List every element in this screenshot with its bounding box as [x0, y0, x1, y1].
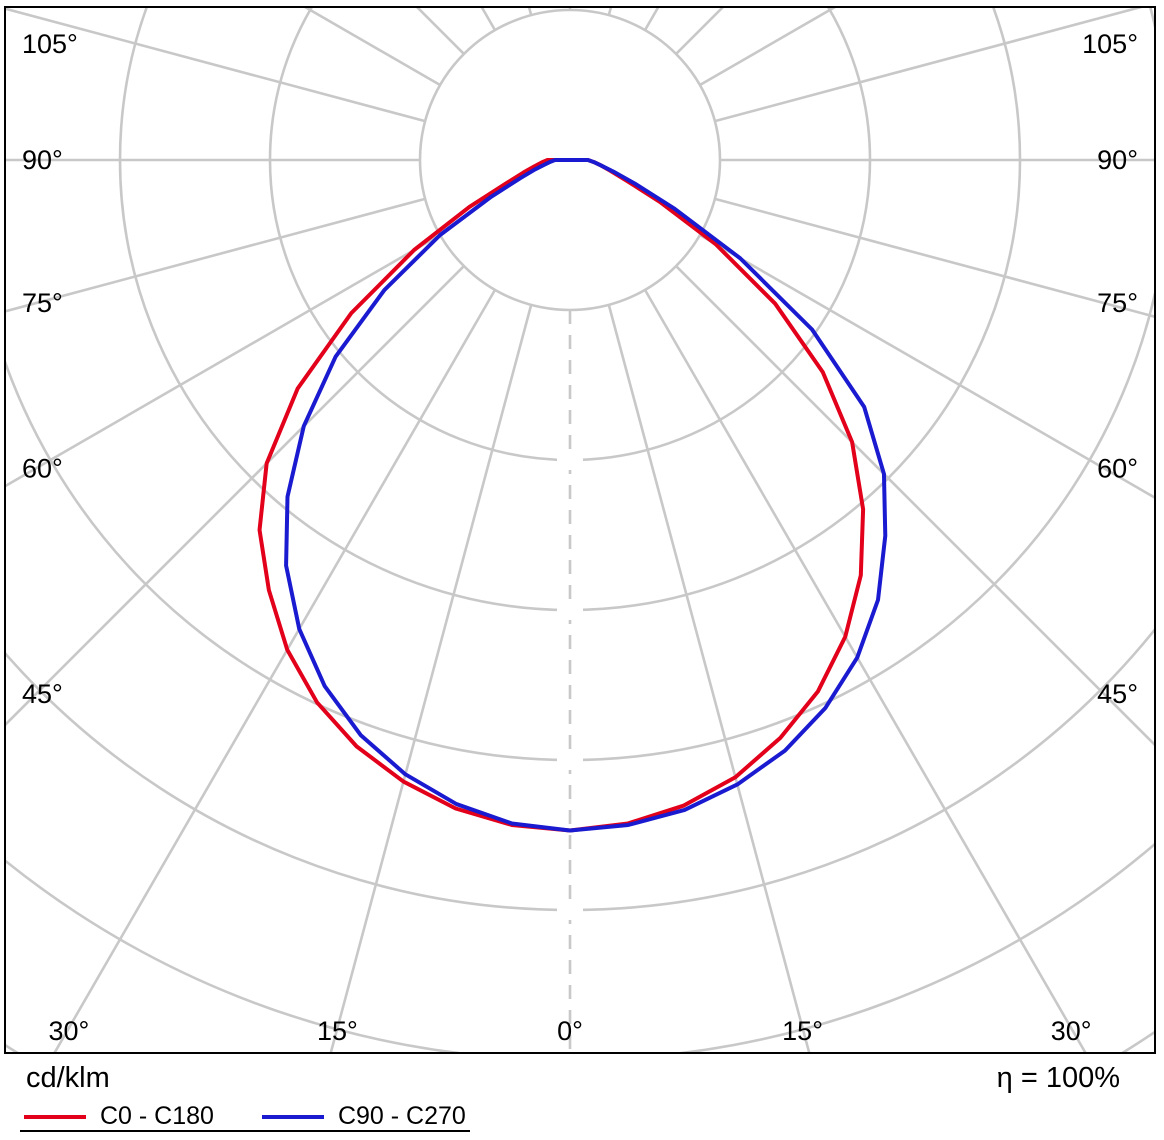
angle-tick-label: 30° — [48, 1016, 89, 1046]
chart-frame: 105° 90° 75° 60° 45° 105° 90° 75° 60° 45° 30° 15° 0°… — [4, 6, 1156, 1054]
angle-ray — [6, 197, 426, 313]
angle-ray — [527, 8, 533, 16]
angle-ray — [643, 8, 660, 31]
angle-ray — [607, 8, 613, 16]
angle-tick-label: 90° — [1097, 145, 1138, 175]
angle-ray — [699, 233, 1154, 499]
angle-ray — [675, 265, 1154, 746]
angle-tick-label: 15° — [782, 1016, 823, 1046]
c90-c270-line-swatch — [261, 1114, 324, 1119]
radial-tick-box — [557, 750, 583, 770]
legend-item-c0-c180: C0 - C180 — [24, 1102, 214, 1131]
angle-tick-label: 105° — [1082, 29, 1138, 59]
polar-grid — [6, 8, 1154, 1052]
efficiency-label: η = 100% — [996, 1062, 1120, 1094]
legend-rule — [20, 1130, 470, 1132]
angle-tick-label: 30° — [1051, 1016, 1092, 1046]
angle-ray — [607, 304, 811, 1052]
chart-footer: cd/klm η = 100% C0 - C180 C90 - C270 — [0, 1058, 1164, 1140]
legend-label-c90-c270: C90 - C270 — [337, 1102, 466, 1130]
angle-tick-label: 60° — [22, 453, 63, 483]
radial-tick-box — [557, 600, 583, 620]
legend: C0 - C180 C90 - C270 — [24, 1102, 466, 1131]
angle-ray — [329, 304, 533, 1052]
curve-C90-C270 — [284, 158, 888, 833]
angle-ray — [6, 8, 426, 123]
legend-label-c0-c180: C0 - C180 — [100, 1102, 214, 1130]
angle-tick-label: 75° — [1097, 288, 1138, 318]
angle-ray — [643, 289, 1087, 1052]
unit-label: cd/klm — [26, 1062, 110, 1094]
polar-chart-svg: 105° 90° 75° 60° 45° 105° 90° 75° 60° 45° 30° 15° 0°… — [6, 8, 1154, 1052]
angle-ray — [53, 289, 497, 1052]
angle-tick-label: 90° — [22, 145, 63, 175]
angle-ray — [714, 197, 1154, 318]
radial-gridline — [6, 8, 1154, 762]
radial-gridline — [6, 842, 1154, 1052]
angle-tick-label: 75° — [22, 288, 63, 318]
c0-c180-line-swatch — [24, 1114, 86, 1119]
angle-ray — [714, 8, 1143, 123]
angle-tick-label: 15° — [317, 1016, 358, 1046]
angle-labels: 105° 90° 75° 60° 45° 105° 90° 75° 60° 45° 30° 15° 0°… — [22, 29, 1138, 1046]
radial-tick-box — [557, 900, 583, 920]
radial-tick-box — [557, 450, 583, 470]
angle-tick-label: 45° — [1097, 679, 1138, 709]
radial-gridline — [6, 1030, 1154, 1052]
angle-ray — [6, 233, 441, 488]
angle-tick-label: 105° — [22, 29, 78, 59]
legend-item-c90-c270: C90 - C270 — [261, 1102, 466, 1131]
angle-tick-label: 45° — [22, 679, 63, 709]
angle-tick-label: 0° — [557, 1016, 583, 1046]
angle-tick-label: 60° — [1097, 453, 1138, 483]
curve-C0-C180 — [257, 158, 866, 833]
